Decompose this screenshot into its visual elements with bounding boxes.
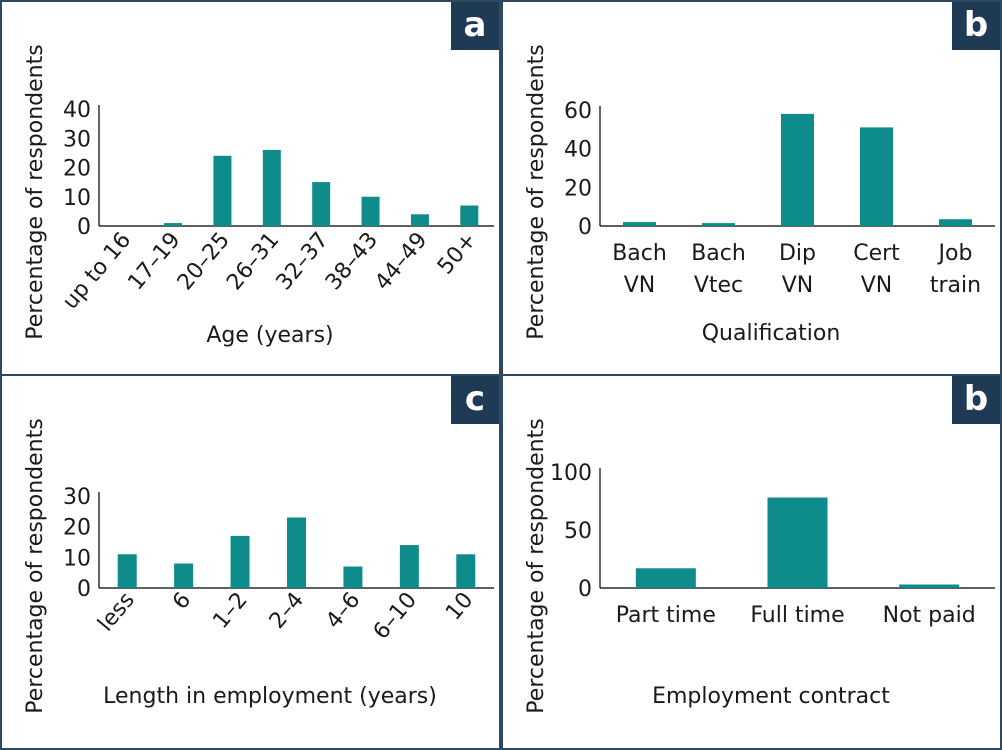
bar [460,205,479,226]
bar [860,127,893,226]
chart-panel-a: Percentage of respondents 0 10 20 30 40 up to … [0,0,501,376]
y-tick-label: 30 [63,485,91,510]
bar [287,517,306,588]
x-tick-label: 4–6 [321,588,365,634]
x-tick-label: 44–49 [370,228,432,295]
qualification-chart: Percentage of respondents 0 20 40 60 Bach VN Ba… [524,44,995,346]
bar [456,554,476,588]
x-tick-label: 32–37 [272,228,334,295]
bar [361,196,380,226]
bar [174,563,194,588]
y-axis-title: Percentage of respondents [524,418,549,713]
y-axis-title: Percentage of respondents [23,44,48,339]
chart-panel-c: Percentage of respondents 0 10 20 30 less 6 1–2… [0,374,501,750]
panel-label-b: b [952,2,1000,50]
x-tick-label: 20–25 [173,228,235,295]
x-axis-title: Qualification [702,321,841,346]
y-tick-label: 10 [63,186,91,211]
y-tick-label: 40 [564,138,592,163]
y-tick-label: 0 [578,215,592,240]
y-tick-label: 40 [63,98,91,123]
panel-label-a: a [451,2,499,50]
x-tick-label: 6–10 [369,588,422,645]
bar [399,545,419,588]
bar [410,214,429,226]
panel-label-c: c [451,376,499,424]
bar [767,497,828,588]
x-axis-title: Age (years) [206,323,333,348]
y-tick-label: 20 [63,157,91,182]
chart-panel-b-qualification: Percentage of respondents 0 20 40 60 Bach VN Ba… [501,0,1002,376]
x-tick-label: Part time [616,603,716,628]
employment-length-chart: Percentage of respondents 0 10 20 30 less 6 1–2… [23,418,494,714]
x-tick-label: Dip VN [779,241,816,298]
x-tick-label: Not paid [883,603,976,628]
y-axis-title: Percentage of respondents [524,44,549,339]
x-tick-label: 26–31 [222,228,284,295]
y-tick-label: 20 [564,176,592,201]
bar [623,222,656,226]
x-tick-label: Cert VN [853,241,900,298]
y-tick-label: 20 [63,516,91,541]
bar [164,223,183,226]
bar [262,149,281,226]
x-axis-title: Length in employment (years) [103,684,437,709]
x-tick-label: 6 [168,588,196,615]
y-tick-label: 0 [578,577,592,602]
bar [230,535,250,588]
bar [213,155,232,226]
y-tick-label: 100 [550,461,592,486]
bar [117,554,137,588]
x-tick-label: 50+ [433,228,482,280]
y-tick-label: 50 [564,519,592,544]
x-tick-label: 2–4 [265,588,309,634]
employment-contract-chart: Percentage of respondents 0 50 100 Part time… [524,418,995,714]
x-tick-label: up to 16 [58,228,136,315]
bar [312,182,331,226]
x-tick-label: 1–2 [208,588,252,634]
age-chart: Percentage of respondents 0 10 20 30 40 up to … [23,44,494,348]
y-tick-label: 30 [63,127,91,152]
chart-panel-b-contract: Percentage of respondents 0 50 100 Part time… [501,374,1002,750]
y-tick-label: 10 [63,546,91,571]
bar [899,584,960,588]
bar [702,223,735,226]
y-axis-title: Percentage of respondents [23,418,48,713]
x-tick-label: Full time [750,603,844,628]
x-axis-title: Employment contract [652,684,890,709]
panel-label-b-2: b [952,376,1000,424]
x-tick-label: Bach Vtec [691,241,746,298]
x-tick-label: Bach VN [612,241,667,298]
bar [343,566,363,588]
x-tick-label: 10 [441,588,478,626]
x-tick-label: 17–19 [123,228,185,295]
x-tick-label: 38–43 [321,228,383,295]
x-tick-label: Job train [930,241,981,298]
bar [939,219,972,226]
y-tick-label: 60 [564,99,592,124]
y-tick-label: 0 [77,215,91,240]
x-tick-label: less [93,588,140,637]
y-tick-label: 0 [77,577,91,602]
bar [635,568,696,588]
bar [781,113,814,226]
